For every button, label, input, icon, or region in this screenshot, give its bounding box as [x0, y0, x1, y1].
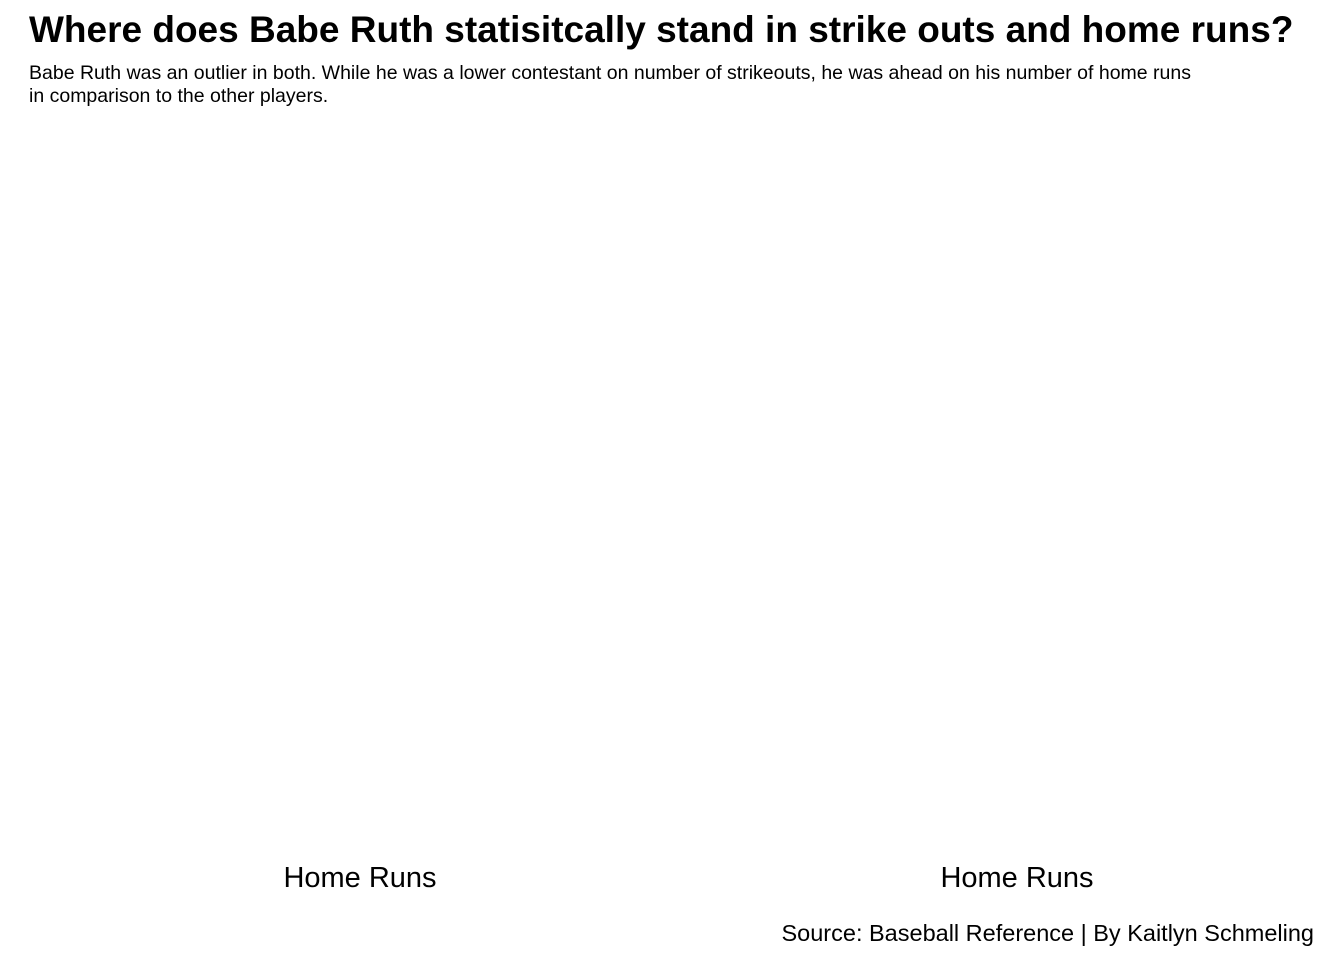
left-plot-panel: [29, 120, 691, 830]
right-plot-panel: [691, 120, 1343, 830]
chart-title: Where does Babe Ruth statisitcally stand…: [29, 9, 1294, 50]
left-x-axis-title: Home Runs: [283, 862, 437, 894]
chart-subtitle: Babe Ruth was an outlier in both. While …: [29, 62, 1191, 107]
chart-caption: Source: Baseball Reference | By Kaitlyn …: [781, 920, 1314, 946]
right-x-axis-title: Home Runs: [940, 862, 1094, 894]
